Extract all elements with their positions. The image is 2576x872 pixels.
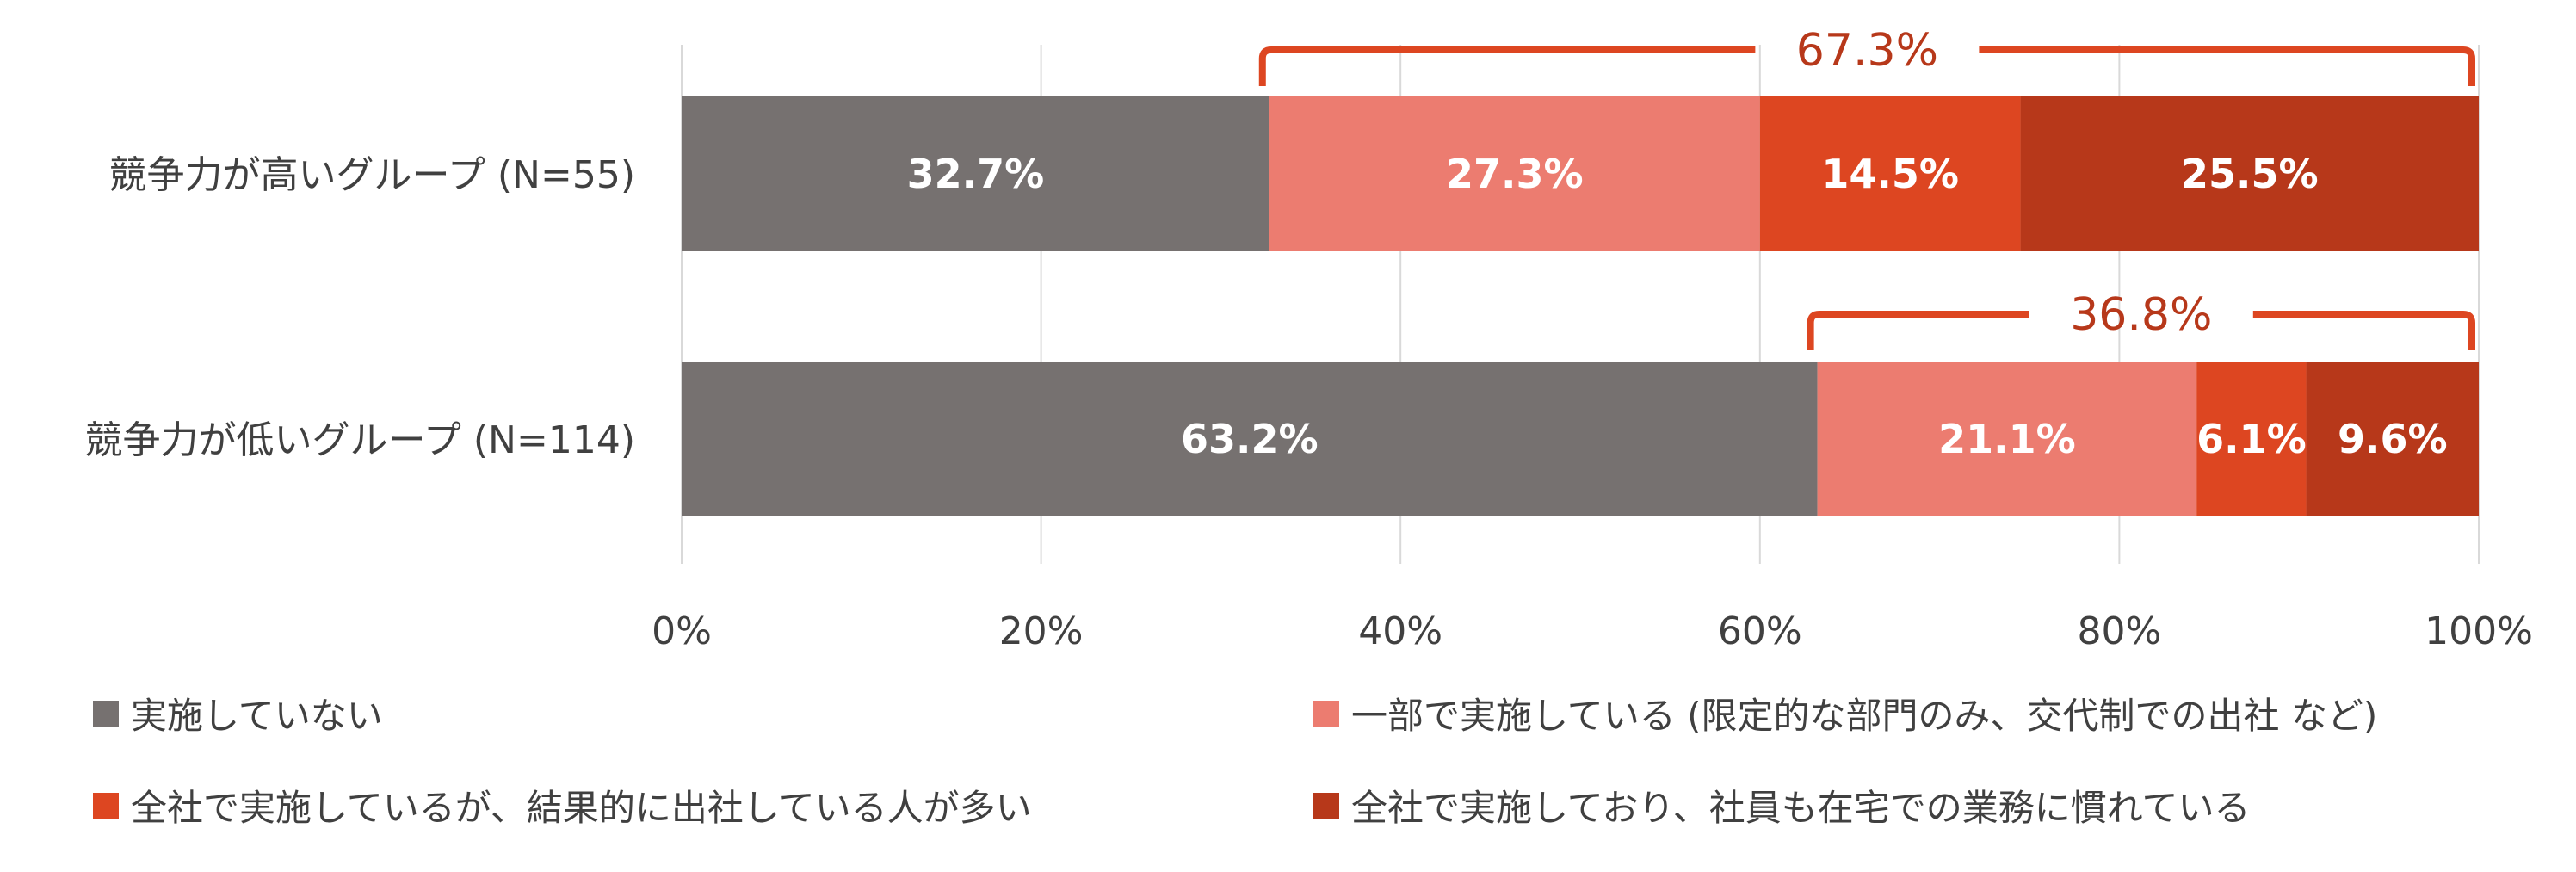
category-label: 競争力が低いグループ (N=114) [85, 418, 635, 462]
data-label: 6.1% [2196, 416, 2307, 462]
bars: 32.7% 27.3% 14.5% 25.5% 63.2% 21.1% 6.1% 9.6% [682, 96, 2479, 516]
bar-segment [2020, 96, 2479, 251]
legend-swatch [1313, 792, 1339, 819]
bracket-line [1979, 46, 2475, 86]
tick-label: 80% [2078, 609, 2162, 653]
bar-segment [2196, 362, 2307, 516]
legend-swatch [93, 792, 119, 819]
legend-label: 全社で実施しており、社員も在宅での業務に慣れている [1351, 787, 2251, 829]
bar-segment [1269, 96, 1760, 251]
data-label: 32.7% [907, 151, 1045, 197]
legend-item-company-wide-accustomed: 全社で実施しており、社員も在宅での業務に慣れている [1313, 779, 2251, 832]
data-label: 63.2% [1181, 416, 1319, 462]
legend-label: 全社で実施しているが、結果的に出社している人が多い [131, 787, 1032, 829]
bar-segment [682, 362, 1818, 516]
tick-label: 20% [999, 609, 1084, 653]
tick-label: 60% [1718, 609, 1802, 653]
bar-segment [1817, 362, 2197, 516]
bar-segment [682, 96, 1269, 251]
data-label: 21.1% [1938, 416, 2076, 462]
axis-tick-labels: 0% 20% 40% 60% 80% 100% [652, 609, 2533, 653]
bracket-line [2252, 311, 2475, 350]
category-labels: 競争力が高いグループ (N=55) 競争力が低いグループ (N=114) [85, 153, 635, 462]
legend-label: 一部で実施している (限定的な部門のみ、交代制での出社 など) [1351, 695, 2378, 737]
bracket-line [1258, 46, 1756, 86]
data-label: 9.6% [2338, 416, 2448, 462]
bar-segment [1759, 96, 2021, 251]
bracket-annotations: 67.3% 36.8% [1258, 25, 2475, 350]
bar-segment [2306, 362, 2479, 516]
legend-swatch [93, 700, 119, 727]
data-label: 14.5% [1821, 151, 1959, 197]
legend-swatch [1313, 700, 1339, 727]
legend-item-company-wide-office: 全社で実施しているが、結果的に出社している人が多い [93, 779, 1032, 832]
tick-label: 0% [652, 609, 712, 653]
legend-item-partial: 一部で実施している (限定的な部門のみ、交代制での出社 など) [1313, 687, 2377, 739]
tick-label: 100% [2425, 609, 2533, 653]
data-label: 27.3% [1446, 151, 1584, 197]
bracket-line [1807, 311, 2029, 350]
bracket-label: 67.3% [1796, 25, 1938, 77]
legend-label: 実施していない [131, 695, 383, 737]
data-label: 25.5% [2181, 151, 2319, 197]
tick-label: 40% [1358, 609, 1442, 653]
category-label: 競争力が高いグループ (N=55) [109, 153, 635, 197]
bracket-label: 36.8% [2070, 289, 2212, 341]
legend-item-not-implemented: 実施していない [93, 687, 383, 739]
